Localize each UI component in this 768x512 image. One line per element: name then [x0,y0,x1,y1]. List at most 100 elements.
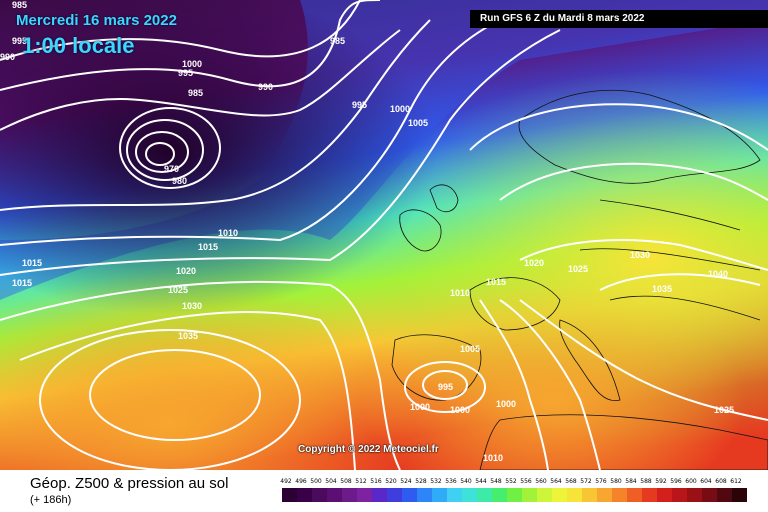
scale-tick-label: 496 [295,478,307,485]
forecast-date: Mercredi 16 mars 2022 [16,12,177,29]
scale-tick-label: 512 [355,478,367,485]
coastlines [391,89,768,470]
isobar-label: 1030 [630,250,650,260]
scale-swatch [402,488,417,502]
scale-swatch [582,488,597,502]
scale-tick-label: 612 [730,478,742,485]
isobar-label: 1010 [450,288,470,298]
isobar-label: 1000 [450,405,470,415]
scale-tick-label: 556 [520,478,532,485]
isobar-label: 1000 [410,402,430,412]
isobar-label: 980 [172,176,187,186]
isobar-label: 1025 [714,405,734,415]
scale-swatch [732,488,747,502]
color-scale: 492 496 500 504 508 512 516 520 524 528 532 536 540 5… [280,478,752,506]
scale-swatch [612,488,627,502]
scale-tick-label: 564 [550,478,562,485]
scale-tick-label: 576 [595,478,607,485]
scale-tick-label: 504 [325,478,337,485]
scale-tick-label: 508 [340,478,352,485]
model-run-info: Run GFS 6 Z du Mardi 8 mars 2022 [470,10,768,28]
isobar-label: 995 [12,36,27,46]
scale-swatch [537,488,552,502]
isobar-label: 1000 [496,399,516,409]
scale-tick-label: 604 [700,478,712,485]
scale-tick-label: 584 [625,478,637,485]
forecast-time: 1:00 locale [22,33,135,58]
scale-tick-label: 552 [505,478,517,485]
scale-swatch [522,488,537,502]
scale-swatch [312,488,327,502]
isobar-label: 1010 [218,228,238,238]
weather-map: 985 990 995 1000 985 990 970 980 995 985… [0,0,768,470]
copyright-notice: Copyright © 2022 Meteociel.fr [298,444,439,455]
isobar-label: 995 [178,68,193,78]
scale-tick-label: 520 [385,478,397,485]
scale-swatch [342,488,357,502]
scale-tick-label: 516 [370,478,382,485]
isobars [0,0,768,470]
isobar-label: 1025 [168,285,188,295]
scale-tick-label: 548 [490,478,502,485]
scale-tick-label: 592 [655,478,667,485]
scale-swatch [447,488,462,502]
scale-swatch [702,488,717,502]
isobar-label: 1015 [198,242,218,252]
scale-swatch [462,488,477,502]
isobar-label: 1005 [460,344,480,354]
isobar-label: 1025 [568,264,588,274]
scale-tick-label: 528 [415,478,427,485]
scale-swatch [627,488,642,502]
scale-swatch [642,488,657,502]
isobar-label: 1040 [708,269,728,279]
scale-tick-label: 600 [685,478,697,485]
scale-swatch [282,488,297,502]
scale-tick-label: 572 [580,478,592,485]
scale-tick-label: 540 [460,478,472,485]
scale-tick-label: 568 [565,478,577,485]
scale-tick-label: 500 [310,478,322,485]
isobar-label: 985 [12,0,27,10]
isobar-label: 985 [188,88,203,98]
isobar-label: 1000 [182,59,202,69]
scale-swatch [552,488,567,502]
scale-swatch [417,488,432,502]
scale-tick-label: 524 [400,478,412,485]
isobar-label: 1035 [178,331,198,341]
isobar-label: 985 [330,36,345,46]
isobar-label: 1020 [176,266,196,276]
scale-swatch [687,488,702,502]
scale-swatch [672,488,687,502]
scale-tick-label: 492 [280,478,292,485]
isobar-label: 1010 [483,453,503,463]
scale-swatch [567,488,582,502]
scale-swatch [657,488,672,502]
scale-tick-label: 536 [445,478,457,485]
scale-tick-label: 544 [475,478,487,485]
isobar-label: 1015 [12,278,32,288]
scale-swatch [597,488,612,502]
scale-tick-label: 588 [640,478,652,485]
isobar-label: 990 [258,82,273,92]
scale-swatch [297,488,312,502]
isobar-label: 990 [0,52,15,62]
isobar-labels: 985 990 995 1000 985 990 970 980 995 985… [0,0,734,463]
scale-tick-label: 608 [715,478,727,485]
scale-swatch [492,488,507,502]
isobar-label: 1015 [486,277,506,287]
isobar-label: 1020 [524,258,544,268]
scale-swatch [357,488,372,502]
scale-swatch [432,488,447,502]
scale-swatch [507,488,522,502]
legend-title: Géop. Z500 & pression au sol [30,475,229,492]
legend-subtitle: (+ 186h) [30,494,72,506]
scale-tick-label: 532 [430,478,442,485]
scale-swatch [387,488,402,502]
scale-tick-label: 560 [535,478,547,485]
isobar-label: 1030 [182,301,202,311]
isobar-label: 1015 [22,258,42,268]
isobar-label: 1035 [652,284,672,294]
isobar-label: 995 [352,100,367,110]
scale-tick-label: 580 [610,478,622,485]
